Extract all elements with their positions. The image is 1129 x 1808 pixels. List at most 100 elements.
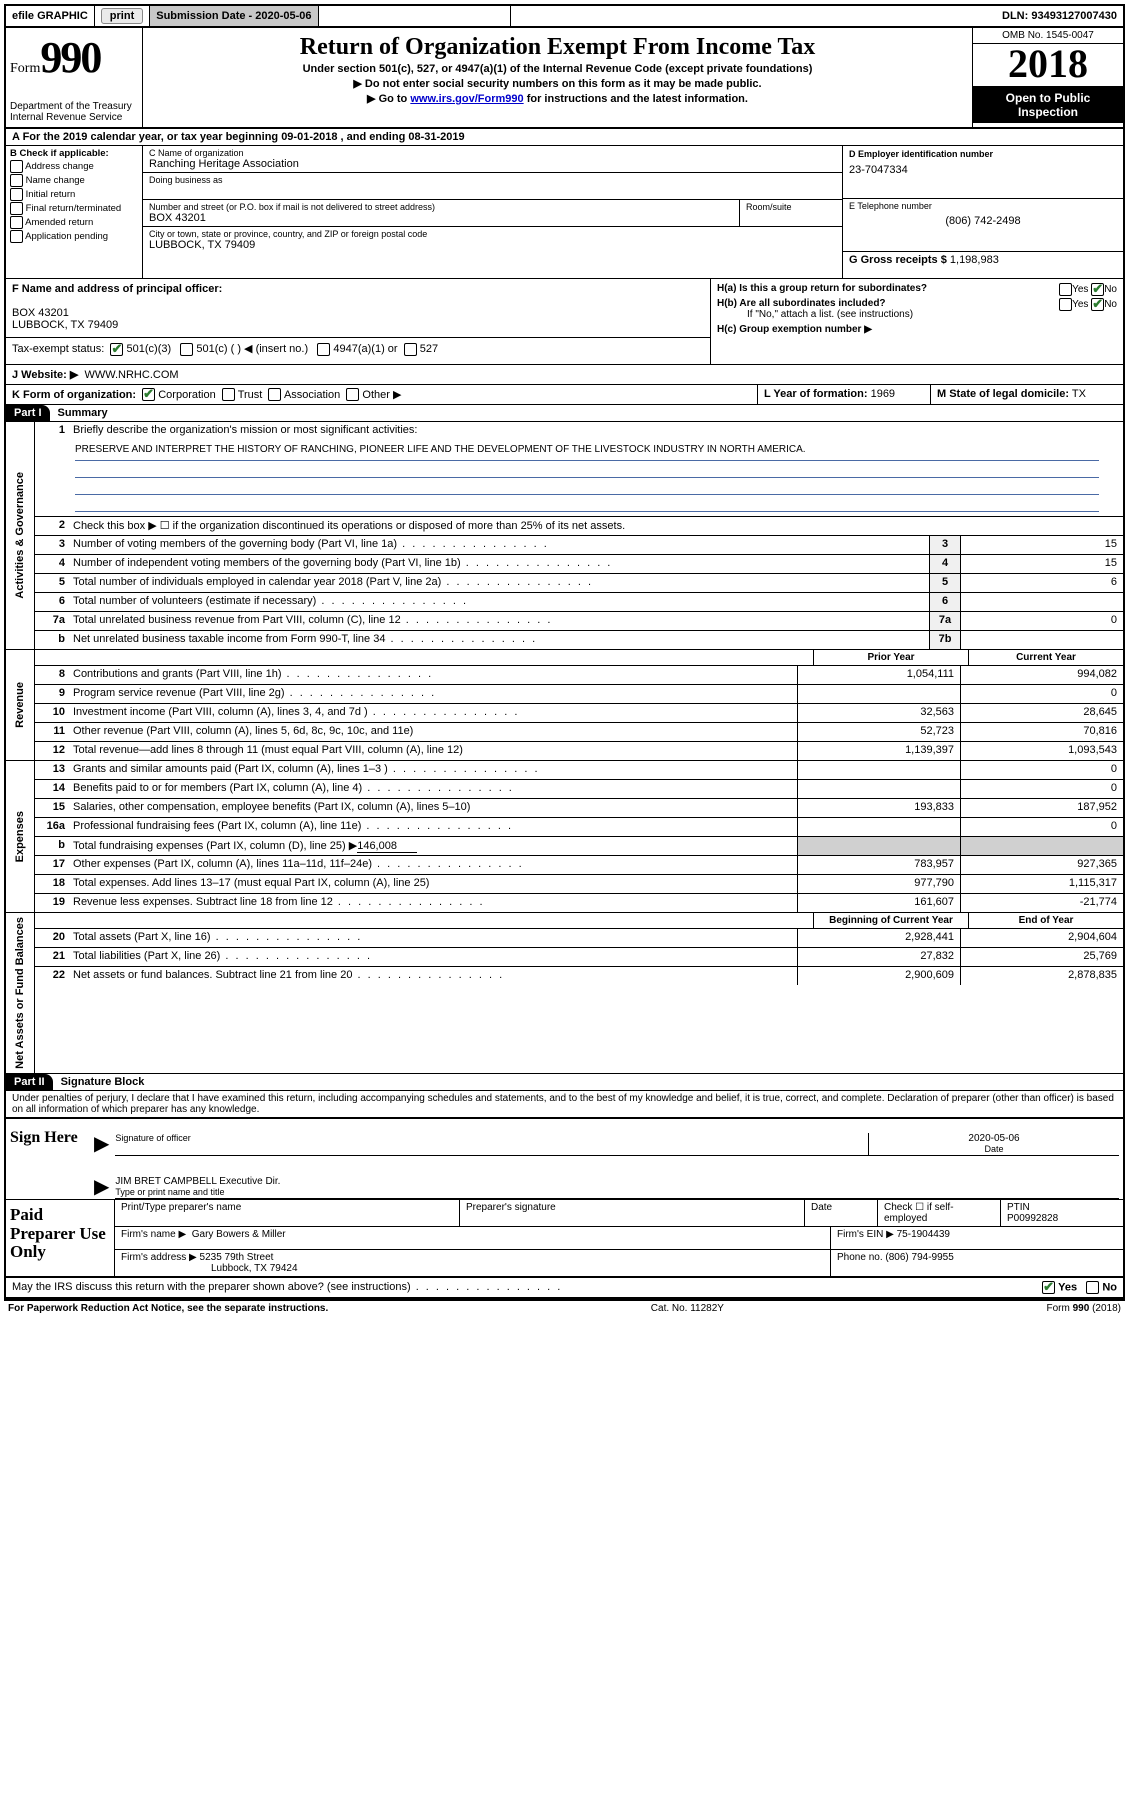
inspection-badge: Open to PublicInspection [973, 87, 1123, 123]
tax-exempt-row: Tax-exempt status: 501(c)(3) 501(c) ( ) … [6, 337, 710, 360]
part-ii-badge: Part II [6, 1074, 53, 1090]
phone-value: (806) 742-2498 [849, 215, 1117, 227]
prep-firm-row: Firm's name ▶ Gary Bowers & Miller Firm'… [114, 1227, 1123, 1250]
check-501c3[interactable] [110, 343, 123, 356]
prep-sig-header: Preparer's signature [459, 1200, 804, 1226]
h-b: H(b) Are all subordinates included? Yes … [717, 298, 1117, 309]
website-label: J Website: ▶ [12, 369, 78, 381]
gross-label: G Gross receipts $ [849, 254, 947, 266]
line-16a: 16aProfessional fundraising fees (Part I… [35, 817, 1123, 836]
prep-ptin: PTINP00992828 [1000, 1200, 1123, 1226]
org-name-label: C Name of organization [149, 148, 836, 158]
part-i-title: Summary [50, 407, 108, 419]
street-row: Number and street (or P.O. box if mail i… [143, 200, 842, 227]
line-5: 5Total number of individuals employed in… [35, 573, 1123, 592]
box-de: D Employer identification number 23-7047… [843, 146, 1123, 278]
irs-yes[interactable] [1042, 1281, 1055, 1294]
line-10: 10Investment income (Part VIII, column (… [35, 703, 1123, 722]
officer-sig-row: ▶ Signature of officer 2020-05-06 Date [84, 1119, 1123, 1156]
check-4947[interactable] [317, 343, 330, 356]
check-corp[interactable] [142, 388, 155, 401]
hb-yes[interactable] [1059, 298, 1072, 311]
line-3: 3Number of voting members of the governi… [35, 535, 1123, 554]
line-15: 15Salaries, other compensation, employee… [35, 798, 1123, 817]
header-right: OMB No. 1545-0047 2018 Open to PublicIns… [972, 28, 1123, 127]
form-container: efile GRAPHIC print Submission Date - 20… [4, 4, 1125, 1301]
tax-year: 2018 [973, 44, 1123, 87]
check-initial[interactable]: Initial return [10, 188, 138, 201]
street-value: BOX 43201 [149, 212, 733, 224]
city-label: City or town, state or province, country… [149, 229, 836, 239]
room-suite: Room/suite [739, 200, 842, 226]
ein-label: D Employer identification number [849, 149, 993, 159]
tax-exempt-label: Tax-exempt status: [12, 343, 104, 355]
box-f: F Name and address of principal officer:… [6, 279, 711, 364]
hb-no[interactable] [1091, 298, 1104, 311]
check-other[interactable] [346, 388, 359, 401]
officer-label: F Name and address of principal officer: [12, 283, 222, 295]
line-8: 8Contributions and grants (Part VIII, li… [35, 665, 1123, 684]
line-9: 9Program service revenue (Part VIII, lin… [35, 684, 1123, 703]
header-left: Form990 Department of the Treasury Inter… [6, 28, 143, 127]
box-b: B Check if applicable: Address change Na… [6, 146, 143, 278]
beginning-header: Beginning of Current Year [813, 913, 968, 928]
check-assoc[interactable] [268, 388, 281, 401]
check-address[interactable]: Address change [10, 160, 138, 173]
footer-left: For Paperwork Reduction Act Notice, see … [8, 1303, 328, 1314]
check-527[interactable] [404, 343, 417, 356]
dba-row: Doing business as [143, 173, 842, 200]
spacer [319, 6, 512, 26]
line-11: 11Other revenue (Part VIII, column (A), … [35, 722, 1123, 741]
form-header: Form990 Department of the Treasury Inter… [6, 28, 1123, 129]
check-501c[interactable] [180, 343, 193, 356]
revenue-side-label: Revenue [6, 650, 35, 760]
arrow-icon: ▶ [88, 1131, 115, 1156]
line-19: 19Revenue less expenses. Subtract line 1… [35, 893, 1123, 912]
line-13: 13Grants and similar amounts paid (Part … [35, 761, 1123, 779]
prep-selfemp: Check ☐ if self-employed [877, 1200, 1000, 1226]
irs-label: Internal Revenue Service [10, 112, 138, 123]
check-amended[interactable]: Amended return [10, 216, 138, 229]
check-final[interactable]: Final return/terminated [10, 202, 138, 215]
website-row: J Website: ▶ WWW.NRHC.COM [6, 365, 1123, 385]
expenses-section: Expenses 13Grants and similar amounts pa… [6, 761, 1123, 913]
irs-link[interactable]: www.irs.gov/Form990 [410, 93, 523, 105]
form-number: Form990 [10, 32, 138, 83]
officer-sig-field[interactable]: Signature of officer [115, 1119, 868, 1156]
ha-no[interactable] [1091, 283, 1104, 296]
line-14: 14Benefits paid to or for members (Part … [35, 779, 1123, 798]
check-trust[interactable] [222, 388, 235, 401]
officer-group-block: F Name and address of principal officer:… [6, 279, 1123, 365]
gross-value: 1,198,983 [950, 254, 999, 266]
line-22: 22Net assets or fund balances. Subtract … [35, 966, 1123, 985]
phone-row: E Telephone number (806) 742-2498 [843, 199, 1123, 252]
prep-name-header: Print/Type preparer's name [114, 1200, 459, 1226]
ein-row: D Employer identification number 23-7047… [843, 146, 1123, 199]
print-button-cell: print [95, 6, 150, 26]
check-name[interactable]: Name change [10, 174, 138, 187]
form-subtitle: Under section 501(c), 527, or 4947(a)(1)… [151, 63, 964, 75]
penalty-statement: Under penalties of perjury, I declare th… [6, 1091, 1123, 1118]
mission-text: PRESERVE AND INTERPRET THE HISTORY OF RA… [75, 444, 1099, 461]
preparer-label: Paid Preparer Use Only [6, 1200, 114, 1276]
year-header: Prior Year Current Year [35, 650, 1123, 665]
form-title: Return of Organization Exempt From Incom… [151, 34, 964, 61]
ha-yes[interactable] [1059, 283, 1072, 296]
netassets-side-label: Net Assets or Fund Balances [6, 913, 35, 1073]
netassets-section: Net Assets or Fund Balances Beginning of… [6, 913, 1123, 1074]
sign-here-label: Sign Here [6, 1119, 84, 1199]
part-ii-header: Part II Signature Block [6, 1074, 1123, 1091]
officer-name-field: JIM BRET CAMPBELL Executive Dir. Type or… [115, 1162, 1119, 1199]
dln-label: DLN: 93493127007430 [511, 6, 1123, 26]
line-7a: 7aTotal unrelated business revenue from … [35, 611, 1123, 630]
check-pending[interactable]: Application pending [10, 230, 138, 243]
part-i-header: Part I Summary [6, 405, 1123, 422]
period-row: A For the 2019 calendar year, or tax yea… [6, 129, 1123, 146]
print-button[interactable]: print [101, 8, 143, 24]
box-l: L Year of formation: 1969 [757, 385, 930, 405]
irs-no[interactable] [1086, 1281, 1099, 1294]
box-m: M State of legal domicile: TX [930, 385, 1123, 405]
prep-date-header: Date [804, 1200, 877, 1226]
revenue-section: Revenue Prior Year Current Year 8Contrib… [6, 650, 1123, 761]
box-h: H(a) Is this a group return for subordin… [711, 279, 1123, 364]
